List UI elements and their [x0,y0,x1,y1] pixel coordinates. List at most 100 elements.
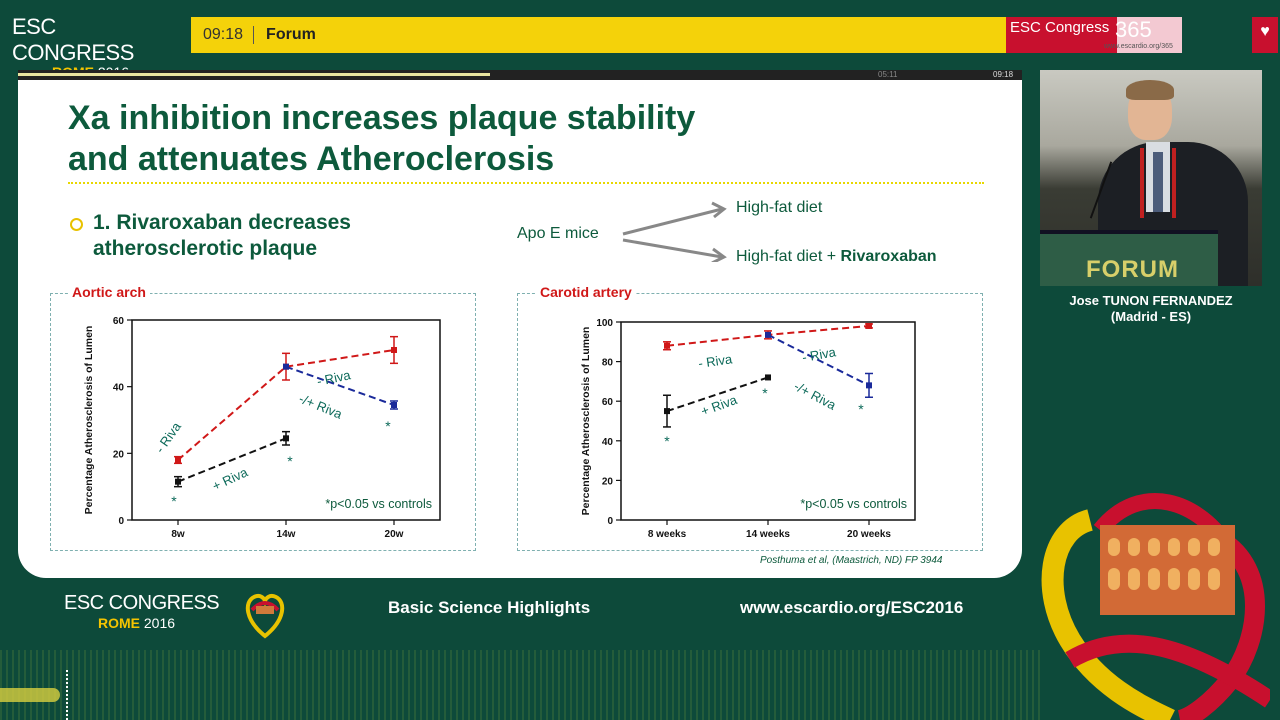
bullet-icon [70,218,83,231]
decorative-bar [0,688,60,702]
background-pattern [0,650,1040,720]
significance-note: *p<0.05 vs controls [325,497,432,511]
x-tick-label: 14w [277,529,296,540]
footer-url[interactable]: www.escardio.org/ESC2016 [740,598,964,617]
data-point [283,363,289,370]
video-progress-bar[interactable]: 05:11 09:18 [18,70,1022,80]
significance-star: * [385,418,391,434]
progress-time-right: 09:18 [993,70,1014,79]
y-tick-label: 0 [607,516,613,527]
podium [1040,230,1218,286]
data-point [866,382,872,389]
footer-logo-line2: ROME 2016 [98,615,219,631]
y-tick-label: 40 [113,383,125,394]
significance-star: * [664,433,670,449]
carotid-artery-chart: 0 20 40 60 80 100 8 weeks 14 weeks 20 weeks Perce… [580,318,916,540]
session-title: Forum [266,26,316,43]
series-line-0 [177,349,395,461]
significance-star: * [287,453,293,469]
colosseum-heart-emblem-icon [245,593,285,639]
series-label: + Riva [210,464,251,494]
footer-logo-rome: ROME [98,615,140,631]
significance-star: * [858,401,864,417]
footer-logo-line1: ESC CONGRESS [64,592,220,614]
esc-365-brand[interactable]: ESC Congress 365 www.escardio.org/365 [1006,17,1182,53]
data-point [175,457,181,463]
session-time: 09:18 [191,26,255,44]
series-label: - Riva [152,419,184,456]
significance-star: * [171,493,177,509]
speaker-caption: Jose TUNON FERNANDEZ (Madrid - ES) [1040,293,1262,325]
decorative-dotted-line [66,670,70,720]
x-tick-label: 20w [385,529,404,540]
high-fat-diet-riva-label: High-fat diet + Rivaroxaban [736,248,937,266]
branch-arrows-icon [622,201,727,262]
data-point [283,435,289,442]
footer-session-type: Basic Science Highlights [388,598,591,617]
y-tick-label: 40 [602,437,614,448]
series-label: -/+ Riva [297,391,345,422]
aortic-arch-chart: 0 20 40 60 8w 14w 20w Percentage Atherosclerosi… [83,316,441,540]
brand-url: www.escardio.org/365 [1104,43,1173,50]
presentation-slide: 05:11 09:18 Xa inhibition increases plaq… [18,70,1022,578]
y-tick-label: 60 [602,397,614,408]
series-label: - Riva [801,344,838,365]
footer-esc-logo: ESC CONGRESS ROME 2016 [64,592,220,631]
slide-title-line1: Xa inhibition increases plaque stability [68,99,696,137]
series-label: -/+ Riva [792,378,840,413]
series-line-2 [767,333,870,387]
series-line-1 [177,437,287,483]
series-label: - Riva [697,351,733,371]
bullet-line1: 1. Rivaroxaban decreases [93,211,351,234]
series-label: - Riva [316,367,353,389]
x-tick-label: 8 weeks [648,529,687,540]
data-point [391,347,397,353]
data-point [664,342,670,349]
speaker-affiliation: (Madrid - ES) [1110,309,1192,324]
significance-star: * [762,385,768,401]
bullet-line2: atherosclerotic plaque [93,237,318,260]
carotid-artery-title: Carotid artery [536,284,636,300]
heart-logo-icon: ♥ [1252,17,1278,53]
esc-congress-logo: ESC CONGRESS ROME 2016 [12,14,182,80]
y-axis-label: Percentage Atherosclerosis of Lumen [83,326,95,515]
speaker-hair [1126,80,1174,100]
series-line-1 [666,376,769,413]
hfd-riva-bold: Rivaroxaban [840,248,937,265]
significance-note: *p<0.05 vs controls [800,497,907,511]
progress-time-left: 05:11 [878,70,898,79]
plot-frame [620,321,916,521]
apo-e-mice-label: Apo E mice [517,225,599,242]
speaker-tie [1153,152,1163,212]
data-point [175,478,181,485]
brand-number: 365 [1115,17,1152,42]
data-point [664,408,670,415]
slide-title: Xa inhibition increases plaque stability… [68,98,968,180]
slide-title-line2: and attenuates Atheroclerosis [68,140,555,178]
series-line-2 [285,365,395,406]
y-tick-label: 20 [113,449,125,460]
y-axis-label: Percentage Atherosclerosis of Lumen [580,327,592,516]
high-fat-diet-label: High-fat diet [736,199,823,216]
data-point [866,322,872,329]
hfd-riva-prefix: High-fat diet + [736,248,841,265]
title-divider [68,182,984,184]
session-bar: 09:18 Forum [191,17,1006,53]
logo-line1: ESC CONGRESS [12,14,134,65]
colosseum-heart-graphic-icon [1041,493,1270,720]
data-point [765,331,771,338]
x-tick-label: 8w [171,529,185,540]
x-tick-label: 14 weeks [746,529,790,540]
data-point [391,402,397,408]
speaker-name: Jose TUNON FERNANDEZ [1069,293,1233,308]
data-point [765,374,771,381]
x-tick-label: 20 weeks [847,529,891,540]
aortic-arch-panel [50,293,476,551]
podium-forum-text: FORUM [1086,256,1179,283]
lanyard-right [1172,148,1176,218]
y-tick-label: 60 [113,316,125,327]
speaker-video: FORUM [1040,70,1262,286]
y-tick-label: 80 [602,358,614,369]
bullet-text: 1. Rivaroxaban decreases atherosclerotic… [93,210,453,262]
y-tick-label: 100 [596,318,613,329]
